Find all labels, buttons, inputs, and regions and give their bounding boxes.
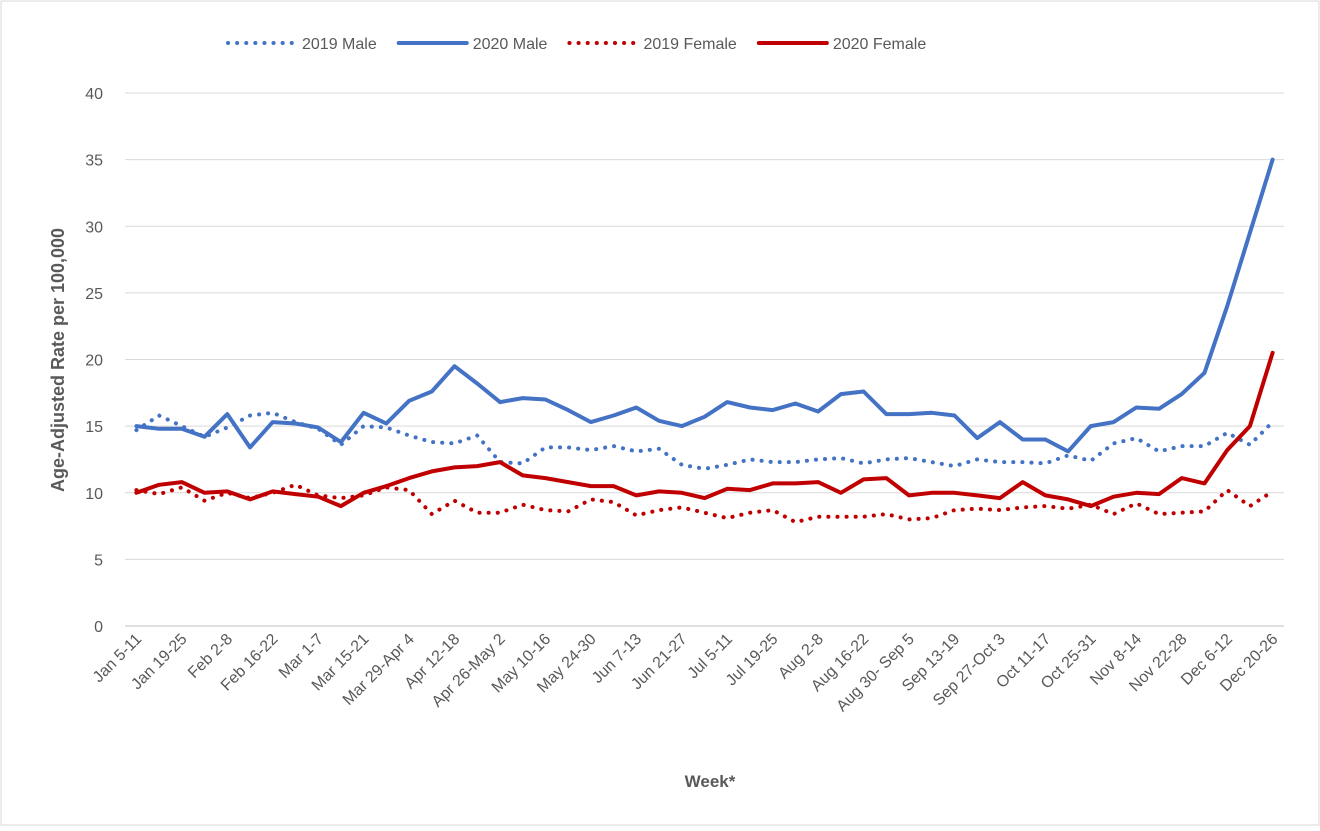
y-tick-label: 25	[85, 286, 103, 303]
x-axis-label: Week*	[685, 772, 736, 791]
y-tick-label: 15	[85, 419, 103, 436]
legend-label: 2020 Female	[833, 36, 926, 53]
y-tick-label: 0	[94, 619, 103, 636]
legend-label: 2019 Male	[302, 36, 377, 53]
y-tick-label: 30	[85, 219, 103, 236]
legend-label: 2019 Female	[643, 36, 736, 53]
legend-label: 2020 Male	[473, 36, 548, 53]
y-axis-label: Age-Adjusted Rate per 100,000	[48, 228, 68, 492]
y-tick-label: 20	[85, 353, 103, 370]
line-series	[134, 157, 1275, 454]
line-series	[134, 350, 1275, 509]
y-tick-label: 10	[85, 486, 103, 503]
line-series	[134, 482, 1275, 525]
y-tick-label: 5	[94, 552, 103, 569]
y-tick-label: 35	[85, 153, 103, 170]
y-tick-label: 40	[85, 86, 103, 103]
